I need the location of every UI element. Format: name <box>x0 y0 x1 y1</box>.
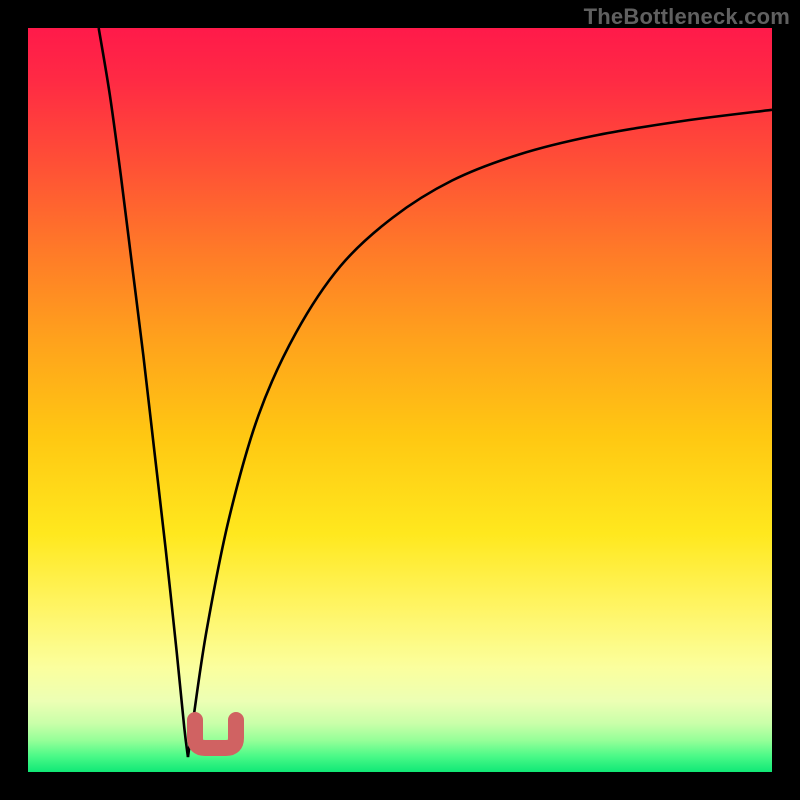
plot-background-gradient <box>28 28 772 772</box>
chart-svg <box>0 0 800 800</box>
bottleneck-chart-root: TheBottleneck.com <box>0 0 800 800</box>
watermark-text: TheBottleneck.com <box>584 4 790 30</box>
